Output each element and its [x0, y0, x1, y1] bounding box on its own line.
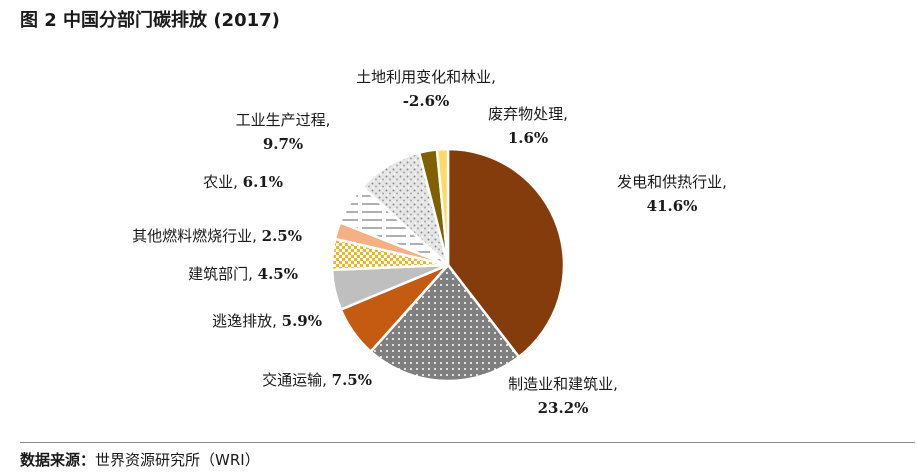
- chart-title: 图 2 中国分部门碳排放 (2017): [20, 10, 280, 31]
- slice-label: 农业, 6.1%: [203, 173, 283, 191]
- slice-label: 建筑部门, 4.5%: [188, 265, 298, 283]
- pie-slice: [435, 147, 450, 266]
- slice-name: 制造业和建筑业,: [508, 375, 618, 393]
- slice-value: 9.7%: [263, 135, 303, 153]
- slice-name: 废弃物处理,: [488, 105, 568, 123]
- source-text: 世界资源研究所（WRI）: [95, 451, 260, 469]
- slice-label: 交通运输, 7.5%: [262, 371, 372, 389]
- slice-name: 逃逸排放,: [212, 312, 282, 330]
- slice-name: 其他燃料燃烧行业,: [132, 227, 262, 245]
- slice-value: 4.5%: [258, 265, 298, 283]
- slice-value: 23.2%: [538, 399, 589, 417]
- slice-name: 建筑部门,: [188, 265, 258, 283]
- slice-name: 发电和供热行业,: [617, 173, 727, 191]
- slice-label: 工业生产过程, 9.7%: [236, 111, 331, 153]
- slice-value: 7.5%: [332, 371, 372, 389]
- source-label: 数据来源：: [20, 451, 96, 469]
- slice-label: 土地利用变化和林业, -2.6%: [356, 68, 496, 110]
- pie-slices: [330, 147, 566, 383]
- slice-value: 2.5%: [262, 227, 302, 245]
- slice-name: 农业,: [203, 173, 243, 191]
- slice-label: 发电和供热行业, 41.6%: [617, 173, 727, 215]
- slice-value: 6.1%: [243, 173, 283, 191]
- slice-label: 制造业和建筑业, 23.2%: [508, 375, 618, 417]
- source-note: 数据来源：世界资源研究所（WRI）: [20, 449, 260, 470]
- slice-name: 土地利用变化和林业,: [356, 68, 496, 86]
- slice-label: 逃逸排放, 5.9%: [212, 312, 322, 330]
- pie-labels: 发电和供热行业, 41.6% 制造业和建筑业, 23.2% 交通运输, 7.5% 逃逸排放…: [132, 68, 727, 417]
- slice-value: -2.6%: [403, 92, 450, 110]
- slice-label: 其他燃料燃烧行业, 2.5%: [132, 227, 302, 245]
- source-divider: [20, 442, 915, 443]
- slice-name: 交通运输,: [262, 371, 332, 389]
- slice-value: 41.6%: [647, 197, 698, 215]
- pie-chart: 发电和供热行业, 41.6% 制造业和建筑业, 23.2% 交通运输, 7.5% 逃逸排放…: [132, 68, 727, 417]
- pie-slice: [446, 147, 566, 359]
- slice-value: 5.9%: [282, 312, 322, 330]
- slice-value: 1.6%: [508, 129, 548, 147]
- pie-slice: [368, 263, 521, 383]
- slice-name: 工业生产过程,: [236, 111, 331, 129]
- slice-label: 废弃物处理, 1.6%: [488, 105, 568, 147]
